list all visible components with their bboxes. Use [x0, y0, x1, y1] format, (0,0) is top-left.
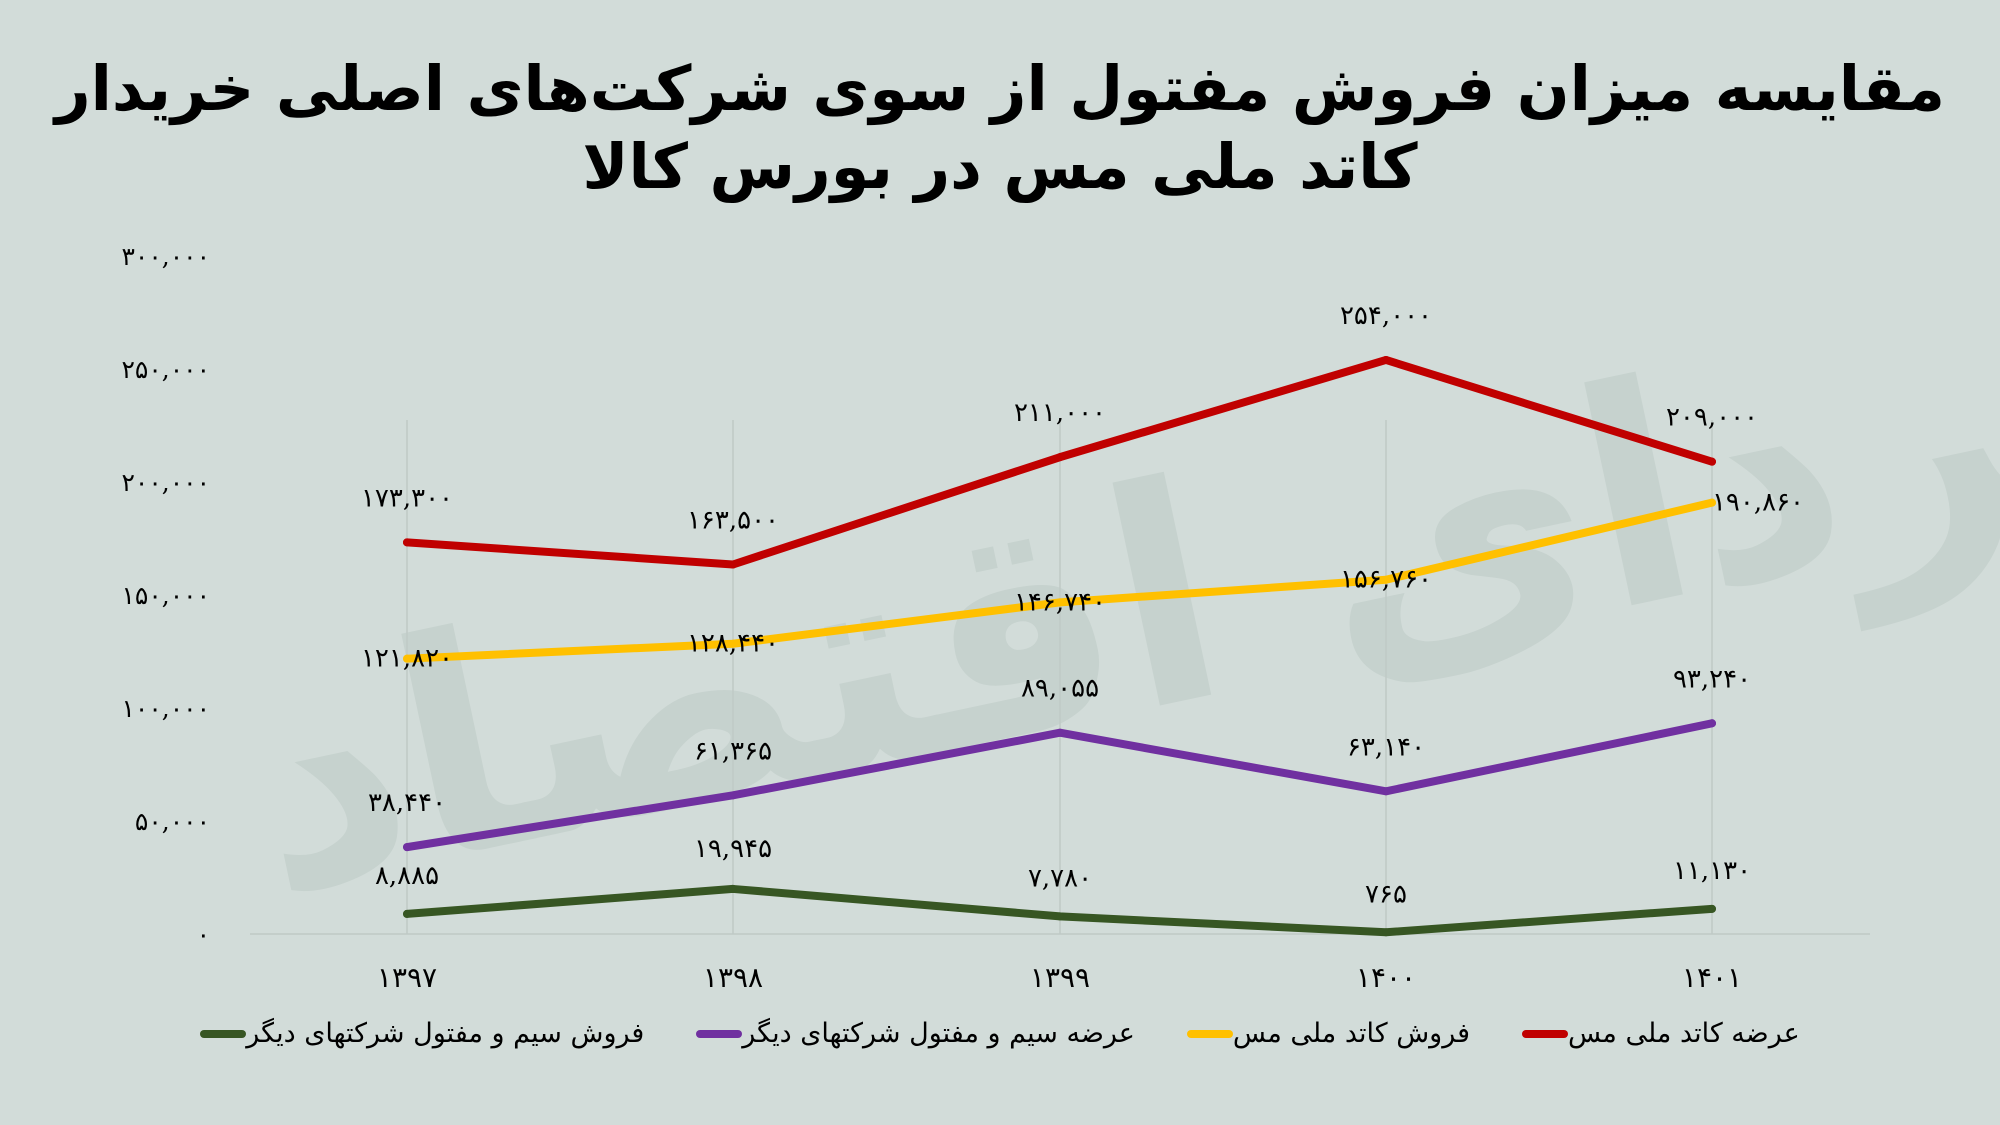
title-line-1: مقایسه میزان فروش مفتول از سوی شرکت‌های … [54, 52, 1946, 125]
data-point [403, 909, 411, 918]
data-point [1056, 912, 1064, 921]
data-label: ۱۲۱,۸۲۰ [361, 644, 453, 674]
legend-swatch [696, 1029, 743, 1038]
data-point [1708, 904, 1716, 913]
data-label: ۹۳,۲۴۰ [1673, 664, 1751, 694]
data-label: ۶۱,۳۶۵ [694, 736, 772, 766]
title-line-2: کاتد ملی مس در بورس کالا [582, 130, 1418, 203]
chart-legend: عرضه کاتد ملی مس فروش کاتد ملی مس عرضه سیم… [0, 1018, 2000, 1049]
x-tick-label: ۱۴۰۰ [1356, 961, 1416, 994]
data-label: ۲۰۹,۰۰۰ [1666, 403, 1758, 433]
data-point [729, 791, 737, 800]
legend-item: فروش کاتد ملی مس [1186, 1018, 1470, 1049]
y-tick-label: ۰ [197, 920, 210, 949]
legend-label: فروش سیم و مفتول شرکتهای دیگر [246, 1018, 645, 1049]
data-point [1056, 598, 1064, 607]
legend-label: عرضه سیم و مفتول شرکتهای دیگر [742, 1018, 1135, 1049]
data-point [403, 843, 411, 852]
data-point [1708, 498, 1716, 507]
data-label: ۲۵۴,۰۰۰ [1340, 301, 1432, 331]
data-label: ۱۱,۱۳۰ [1673, 856, 1751, 886]
data-label: ۸۹,۰۵۵ [1021, 674, 1099, 704]
legend-swatch [1522, 1029, 1568, 1038]
x-tick-label: ۱۳۹۷ [377, 961, 437, 994]
data-point [1708, 719, 1716, 728]
legend-item: عرضه سیم و مفتول شرکتهای دیگر [696, 1018, 1135, 1049]
data-point [1382, 928, 1390, 937]
data-label: ۱۹,۹۴۵ [694, 834, 772, 864]
x-tick-label: ۱۴۰۱ [1682, 961, 1742, 994]
data-label: ۲۱۱,۰۰۰ [1014, 398, 1106, 428]
data-point [729, 884, 737, 893]
data-label: ۷۶۵ [1365, 879, 1407, 909]
data-point [1056, 453, 1064, 462]
y-tick-label: ۱۵۰,۰۰۰ [121, 581, 210, 610]
data-point [1382, 575, 1390, 584]
data-label: ۳۸,۴۴۰ [368, 788, 446, 818]
legend-label: عرضه کاتد ملی مس [1568, 1018, 1800, 1049]
x-tick-label: ۱۳۹۸ [703, 961, 763, 994]
data-point [403, 654, 411, 663]
data-label: ۸,۸۸۵ [375, 861, 439, 891]
data-point [1382, 355, 1390, 364]
data-point [1382, 787, 1390, 796]
legend-label: فروش کاتد ملی مس [1232, 1018, 1470, 1049]
legend-swatch [1186, 1029, 1233, 1038]
y-tick-label: ۱۰۰,۰۰۰ [121, 694, 210, 723]
data-label: ۱۶۳,۵۰۰ [687, 505, 779, 535]
x-tick-label: ۱۳۹۹ [1030, 961, 1090, 994]
data-label: ۶۳,۱۴۰ [1347, 732, 1425, 762]
y-tick-label: ۵۰,۰۰۰ [135, 807, 210, 836]
data-point [403, 538, 411, 547]
y-tick-label: ۳۰۰,۰۰۰ [121, 242, 210, 271]
y-tick-label: ۲۵۰,۰۰۰ [121, 355, 210, 384]
data-label: ۱۵۶,۷۶۰ [1340, 565, 1432, 595]
data-point [729, 560, 737, 569]
data-label: ۷,۷۸۰ [1028, 863, 1092, 893]
legend-item: عرضه کاتد ملی مس [1522, 1018, 1800, 1049]
data-label: ۱۲۸,۴۴۰ [687, 629, 779, 659]
data-label: ۱۹۰,۸۶۰ [1712, 488, 1804, 518]
data-point [729, 639, 737, 648]
data-label: ۱۴۶,۷۴۰ [1014, 587, 1106, 617]
legend-item: فروش سیم و مفتول شرکتهای دیگر [200, 1018, 644, 1049]
data-point [1708, 457, 1716, 466]
data-point [1056, 728, 1064, 737]
chart-title: مقایسه میزان فروش مفتول از سوی شرکت‌های … [0, 50, 2000, 206]
y-tick-label: ۲۰۰,۰۰۰ [121, 468, 210, 497]
data-label: ۱۷۳,۳۰۰ [361, 483, 453, 513]
legend-swatch [200, 1029, 247, 1038]
